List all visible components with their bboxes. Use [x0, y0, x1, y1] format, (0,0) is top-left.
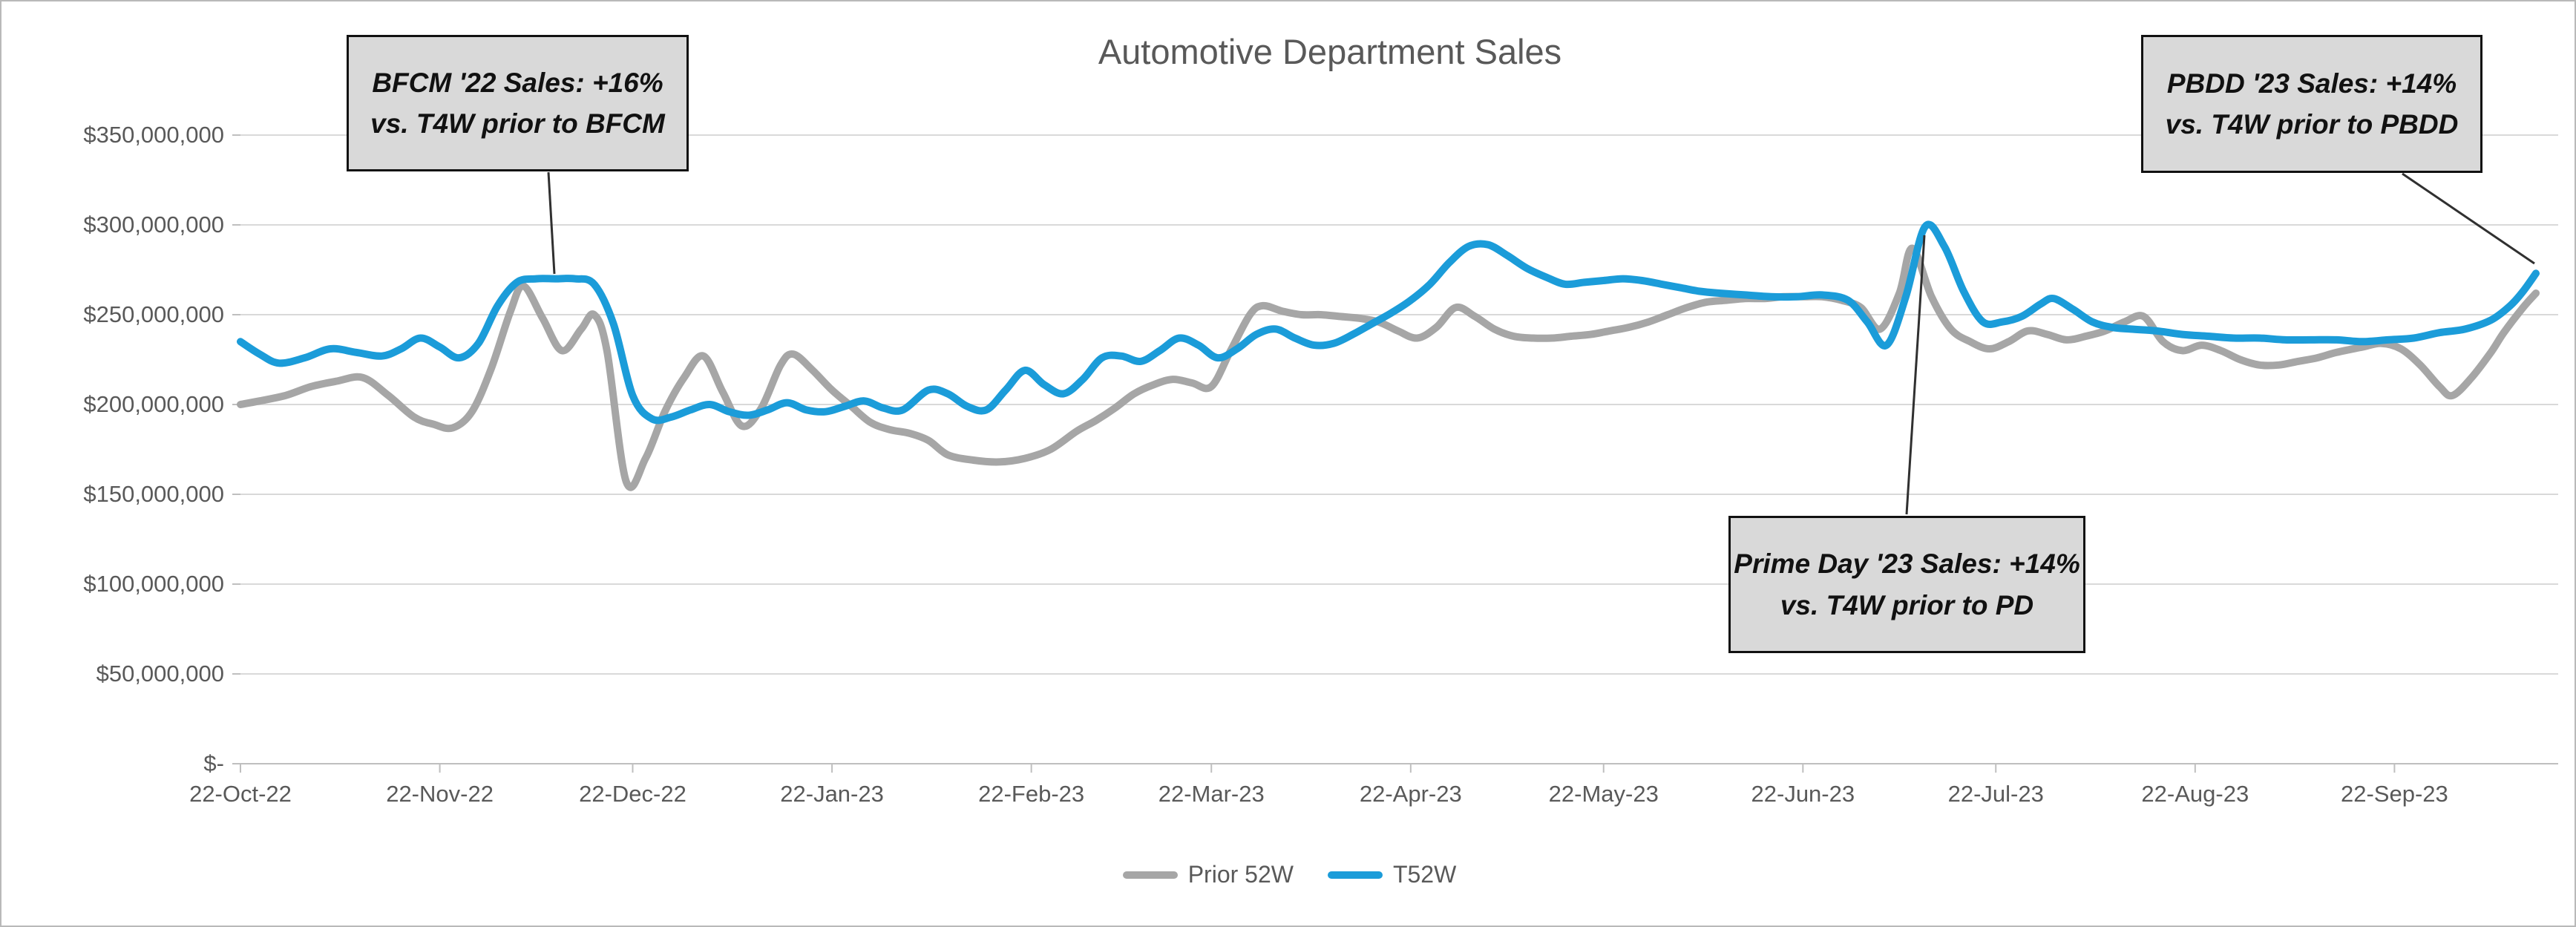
x-axis-tick-label: 22-Oct-22	[189, 781, 292, 807]
y-axis-tick-label: $100,000,000	[83, 571, 224, 597]
annotation-pbdd: PBDD '23 Sales: +14% vs. T4W prior to PB…	[2141, 35, 2482, 173]
x-axis-tick-label: 22-Feb-23	[978, 781, 1085, 807]
annotation-bfcm-line2: vs. T4W prior to BFCM	[370, 108, 665, 139]
x-axis-tick-label: 22-Aug-23	[2141, 781, 2249, 807]
y-axis-tick-label: $-	[203, 750, 224, 776]
chart-legend: Prior 52W T52W	[1, 861, 2575, 888]
x-axis-tick-label: 22-May-23	[1548, 781, 1659, 807]
chart-title: Automotive Department Sales	[1098, 32, 1562, 71]
legend-item-prior-52w: Prior 52W	[1122, 861, 1294, 888]
x-axis-tick-label: 22-Dec-22	[579, 781, 686, 807]
annotation-prime-day: Prime Day '23 Sales: +14% vs. T4W prior …	[1728, 516, 2085, 653]
x-axis-tick-label: 22-Jun-23	[1751, 781, 1855, 807]
y-axis-tick-label: $350,000,000	[83, 122, 224, 148]
y-axis-tick-label: $150,000,000	[83, 481, 224, 507]
series-line-prior-52w	[237, 244, 2540, 491]
y-axis-tick-label: $300,000,000	[83, 212, 224, 238]
x-axis-tick-label: 22-Mar-23	[1158, 781, 1265, 807]
legend-swatch-t52w	[1327, 871, 1383, 879]
legend-label-prior-52w: Prior 52W	[1187, 861, 1294, 888]
annotation-pbdd-line2: vs. T4W prior to PBDD	[2165, 109, 2459, 140]
annotation-pbdd-line1: PBDD '23 Sales: +14%	[2166, 68, 2457, 99]
annotation-bfcm: BFCM '22 Sales: +16% vs. T4W prior to BF…	[347, 35, 689, 171]
legend-label-t52w: T52W	[1392, 861, 1457, 888]
y-axis-tick-label: $250,000,000	[83, 301, 224, 327]
x-axis-tick-label: 22-Jul-23	[1947, 781, 2044, 807]
y-axis-tick-label: $200,000,000	[83, 391, 224, 417]
x-axis-tick-label: 22-Sep-23	[2341, 781, 2448, 807]
x-axis-tick-label: 22-Jan-23	[780, 781, 884, 807]
legend-item-t52w: T52W	[1327, 861, 1457, 888]
x-axis-tick-label: 22-Nov-22	[386, 781, 494, 807]
x-axis-tick-label: 22-Apr-23	[1359, 781, 1462, 807]
annotation-bfcm-line1: BFCM '22 Sales: +16%	[372, 67, 663, 98]
series-line-t52w	[237, 220, 2540, 425]
y-axis-tick-label: $50,000,000	[96, 661, 224, 687]
annotation-prime-day-line1: Prime Day '23 Sales: +14%	[1734, 548, 2080, 579]
annotation-prime-day-line2: vs. T4W prior to PD	[1780, 589, 2034, 620]
legend-swatch-prior-52w	[1122, 871, 1178, 879]
